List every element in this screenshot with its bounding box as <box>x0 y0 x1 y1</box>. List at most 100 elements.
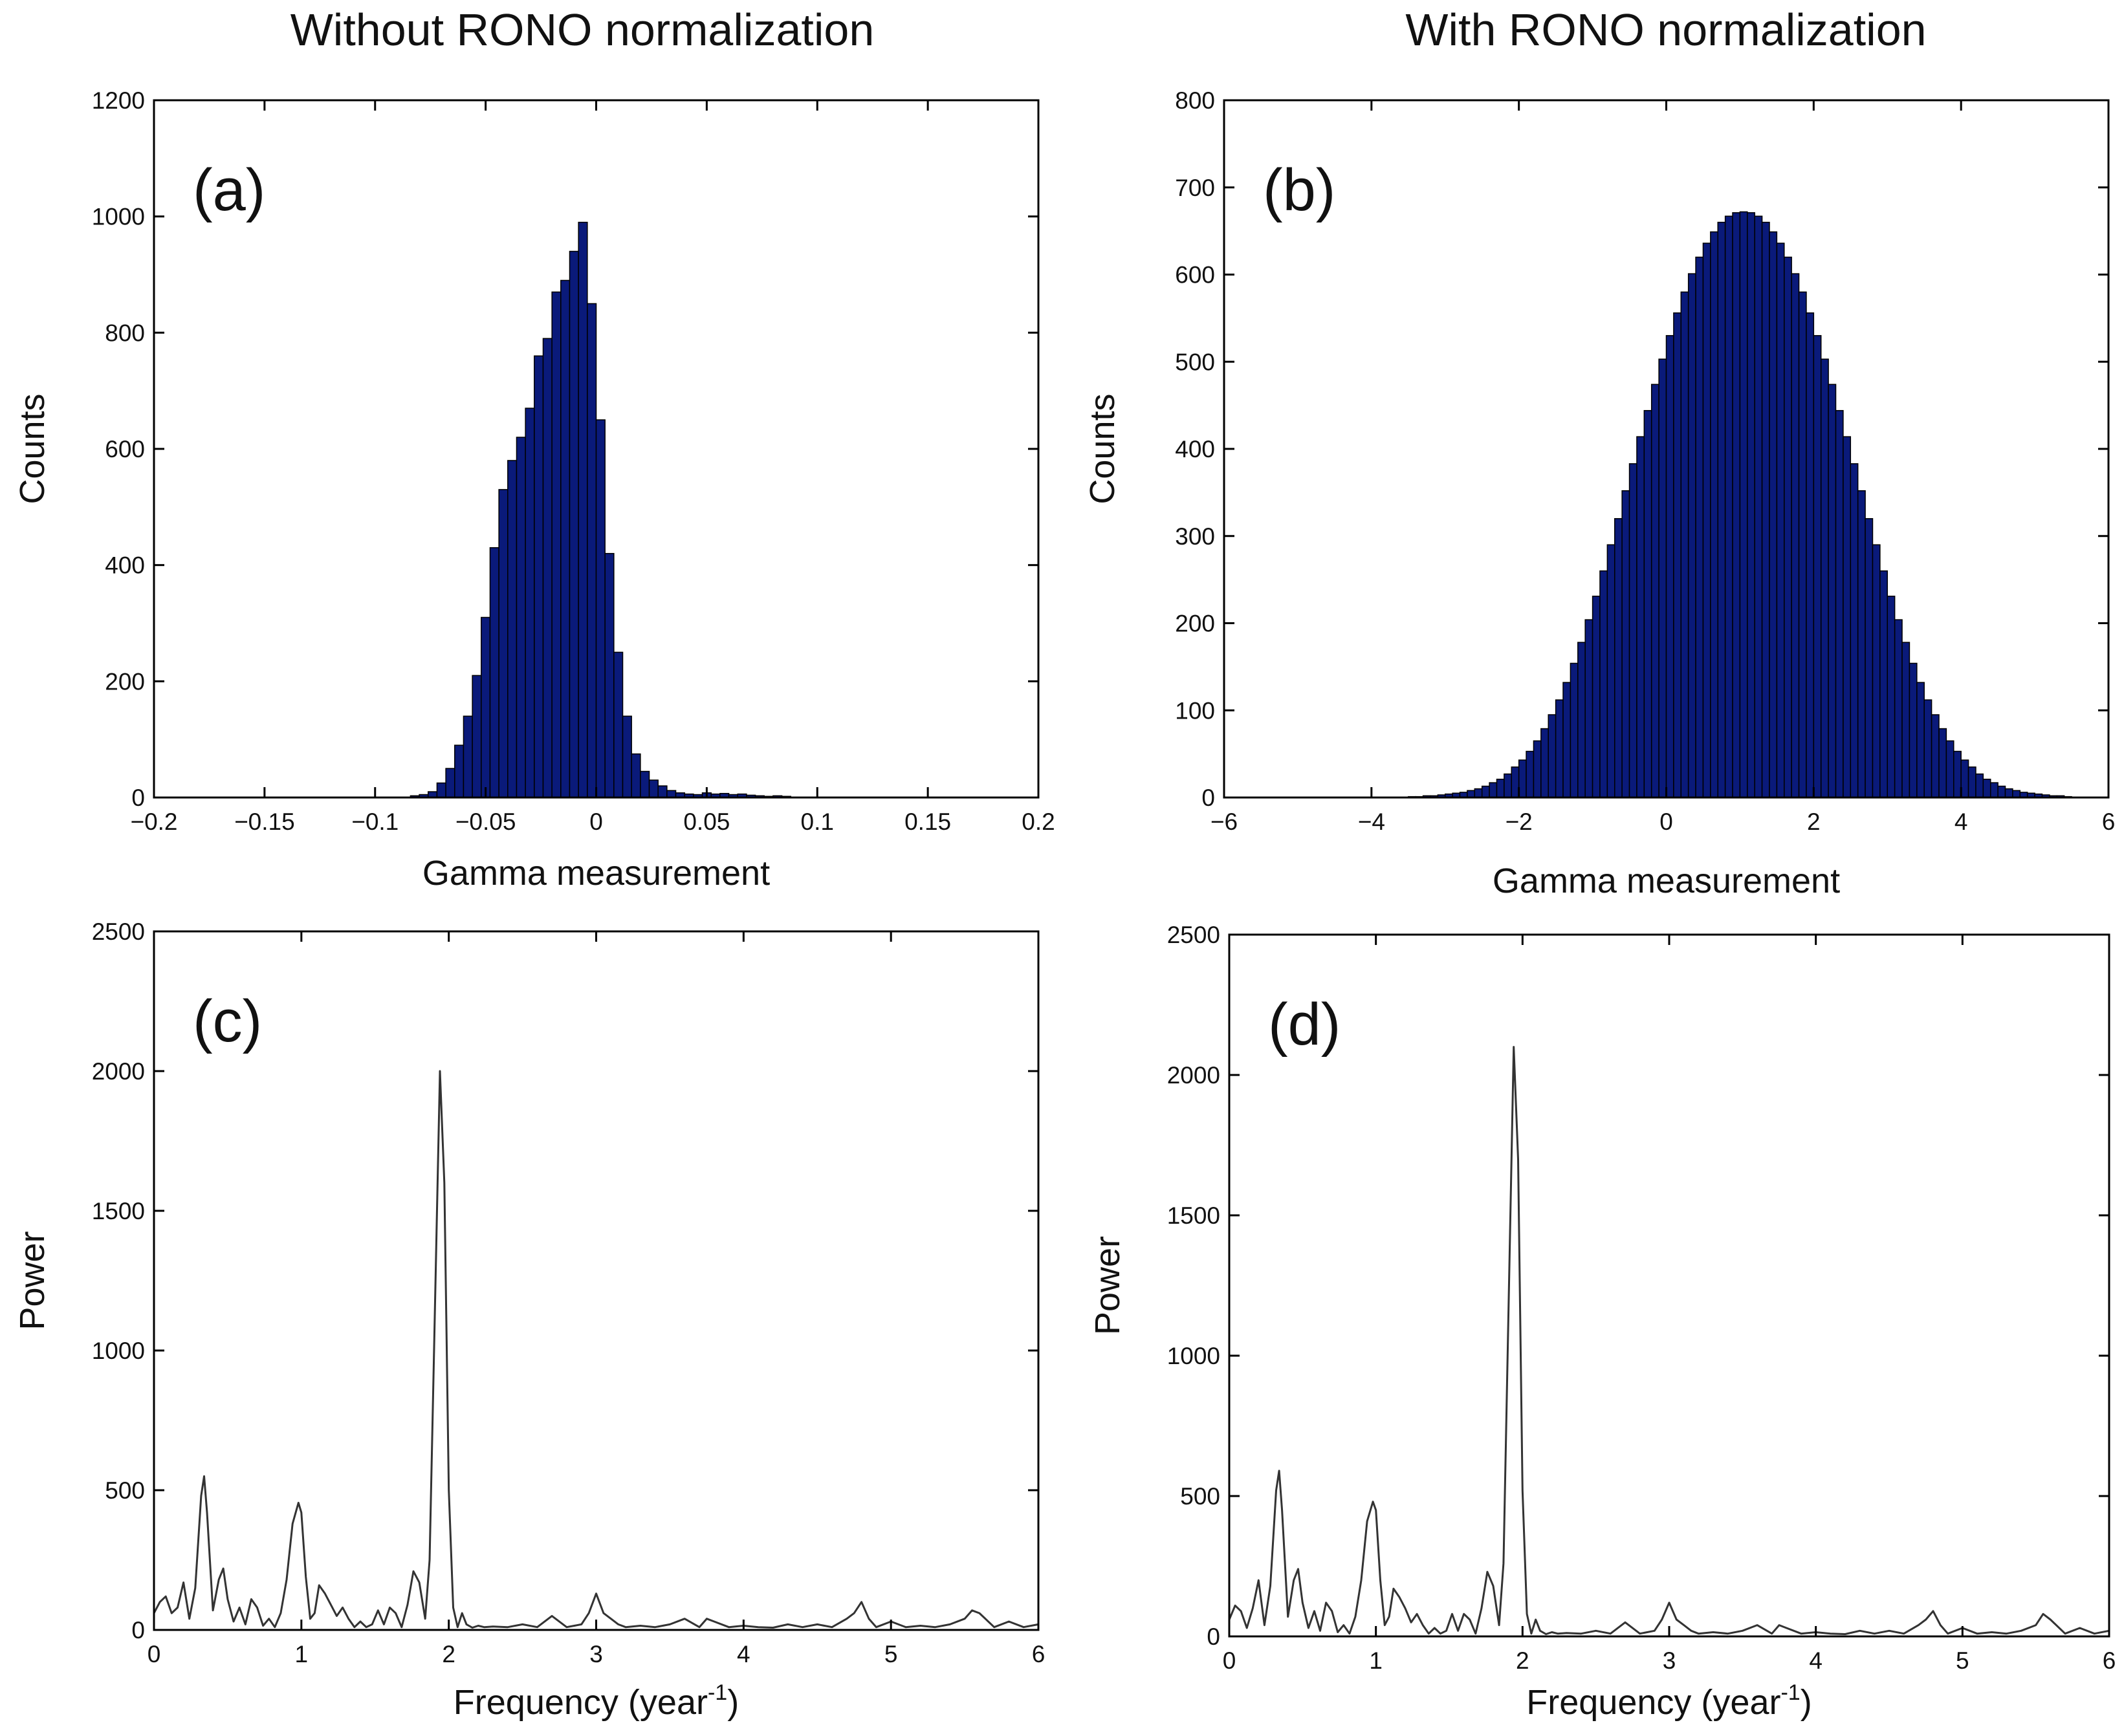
histogram-bar <box>1665 335 1674 798</box>
histogram-bar <box>525 407 535 798</box>
histogram-bar <box>1717 221 1726 798</box>
y-tick-label: 500 <box>1175 349 1215 375</box>
y-tick-label: 2000 <box>92 1058 145 1085</box>
x-tick-label: 2 <box>1516 1647 1529 1674</box>
histogram-bar <box>1776 243 1785 798</box>
x-tick-label: 2 <box>1807 808 1821 835</box>
y-tick-label: 200 <box>105 668 145 695</box>
histogram-bar <box>1820 358 1829 798</box>
histogram-bar <box>1901 642 1911 798</box>
histogram-bar <box>1739 211 1748 798</box>
plot-area <box>154 931 1038 1630</box>
x-tick-label: 1 <box>295 1641 309 1667</box>
histogram-bar <box>463 715 473 798</box>
y-tick-label: 1000 <box>92 1338 145 1364</box>
histogram-bar <box>1835 409 1844 798</box>
x-tick-label: 0 <box>1223 1647 1236 1674</box>
x-tick-label: −0.1 <box>351 808 399 835</box>
y-tick-label: 200 <box>1175 611 1215 637</box>
x-tick-label: 0 <box>148 1641 161 1667</box>
histogram-bar <box>1872 544 1881 798</box>
histogram-bar <box>1960 759 1969 798</box>
histogram-bar <box>2012 790 2021 798</box>
y-tick-label: 1000 <box>92 204 145 230</box>
histogram-bar <box>1982 778 1991 798</box>
histogram-bar <box>472 675 482 798</box>
histogram-bar <box>1909 662 1918 798</box>
panel-c-spectrum: 0 500 1000 1500 2000 2500 0 1 2 3 4 5 6 (c) Power Frequ… <box>13 918 1045 1722</box>
histogram-bar <box>1614 518 1623 798</box>
histogram-bar <box>1511 766 1520 798</box>
histogram-bar <box>1489 782 1498 798</box>
x-tick-label: 4 <box>737 1641 750 1667</box>
x-tick-label: 4 <box>1954 808 1968 835</box>
x-tick-label: 0 <box>1659 808 1673 835</box>
x-axis-label-superscript: -1 <box>1780 1680 1800 1705</box>
histogram-bar <box>1732 212 1741 798</box>
y-tick-label: 700 <box>1175 175 1215 201</box>
histogram-bar <box>1548 714 1557 798</box>
x-axis-label-end: ) <box>1801 1683 1812 1722</box>
histogram-bar <box>445 768 455 798</box>
x-tick-label: 6 <box>1032 1641 1046 1667</box>
x-tick-label: 0 <box>589 808 603 835</box>
histogram-bar <box>1710 231 1718 798</box>
x-axis-label-text: Frequency (year <box>1526 1683 1780 1722</box>
panel-d-spectrum: 0 500 1000 1500 2000 2500 0 1 2 3 4 5 6 (d) Power Frequ… <box>1088 922 2116 1722</box>
histogram-bar <box>1989 782 1998 798</box>
y-tick-label: 1000 <box>1167 1343 1220 1369</box>
histogram-bar <box>1791 273 1800 798</box>
x-tick-label: −4 <box>1358 808 1385 835</box>
panel-label: (d) <box>1268 992 1341 1058</box>
histogram-bar <box>1798 291 1807 798</box>
histogram-bar <box>1916 682 1925 798</box>
histogram-bar <box>1784 256 1792 798</box>
histogram-bar <box>481 616 491 798</box>
x-axis-label-text: Frequency (year <box>454 1683 708 1722</box>
histogram-bar <box>1702 243 1711 798</box>
y-axis-label: Power <box>13 1231 52 1330</box>
x-tick-label: −0.15 <box>234 808 295 835</box>
histogram-bar <box>1526 750 1535 798</box>
x-tick-label: 2 <box>442 1641 455 1667</box>
histogram-bar <box>1754 215 1763 798</box>
histogram-bar <box>1658 358 1667 798</box>
x-tick-label: 0.05 <box>683 808 730 835</box>
power-spectrum-line <box>1228 1046 2110 1635</box>
histogram-bar <box>1828 384 1837 798</box>
panel-b-histogram: 0 100 200 300 400 500 600 700 800 −6 −4 −2 0 2 4 6 (b) Co… <box>1083 87 2115 900</box>
histogram-bar <box>640 770 650 798</box>
x-tick-label: 4 <box>1809 1647 1823 1674</box>
x-tick-label: 6 <box>2102 808 2116 835</box>
histogram-bar <box>657 785 668 798</box>
histogram-bar <box>489 547 499 798</box>
panel-label: (b) <box>1263 157 1335 223</box>
histogram-bar <box>1938 728 1947 798</box>
y-tick-label: 0 <box>1201 785 1215 811</box>
x-tick-label: 5 <box>884 1641 898 1667</box>
histogram-bar <box>1747 212 1755 798</box>
histogram-bar <box>1584 619 1593 798</box>
histogram-bar <box>551 291 562 798</box>
histogram-bar <box>1518 759 1527 798</box>
x-tick-label: 1 <box>1369 1647 1383 1674</box>
x-tick-label: 3 <box>1663 1647 1676 1674</box>
histogram-bar <box>1953 750 1962 798</box>
histogram-bar <box>1481 785 1490 798</box>
y-tick-label: 0 <box>131 785 145 811</box>
histogram-bar <box>1687 273 1696 798</box>
histogram-bar <box>569 250 579 798</box>
histogram-bar <box>1724 215 1733 798</box>
bars <box>1408 211 2072 798</box>
power-spectrum-line <box>153 1070 1039 1629</box>
y-tick-label: 100 <box>1175 697 1215 724</box>
histogram-bar <box>1945 740 1954 798</box>
histogram-bar <box>578 221 588 798</box>
histogram-bar <box>1673 312 1682 798</box>
histogram-bar <box>1887 595 1896 798</box>
x-tick-label: 3 <box>589 1641 603 1667</box>
x-axis-label: Gamma measurement <box>422 854 770 893</box>
histogram-bar <box>534 355 544 798</box>
histogram-bar <box>1606 544 1615 798</box>
